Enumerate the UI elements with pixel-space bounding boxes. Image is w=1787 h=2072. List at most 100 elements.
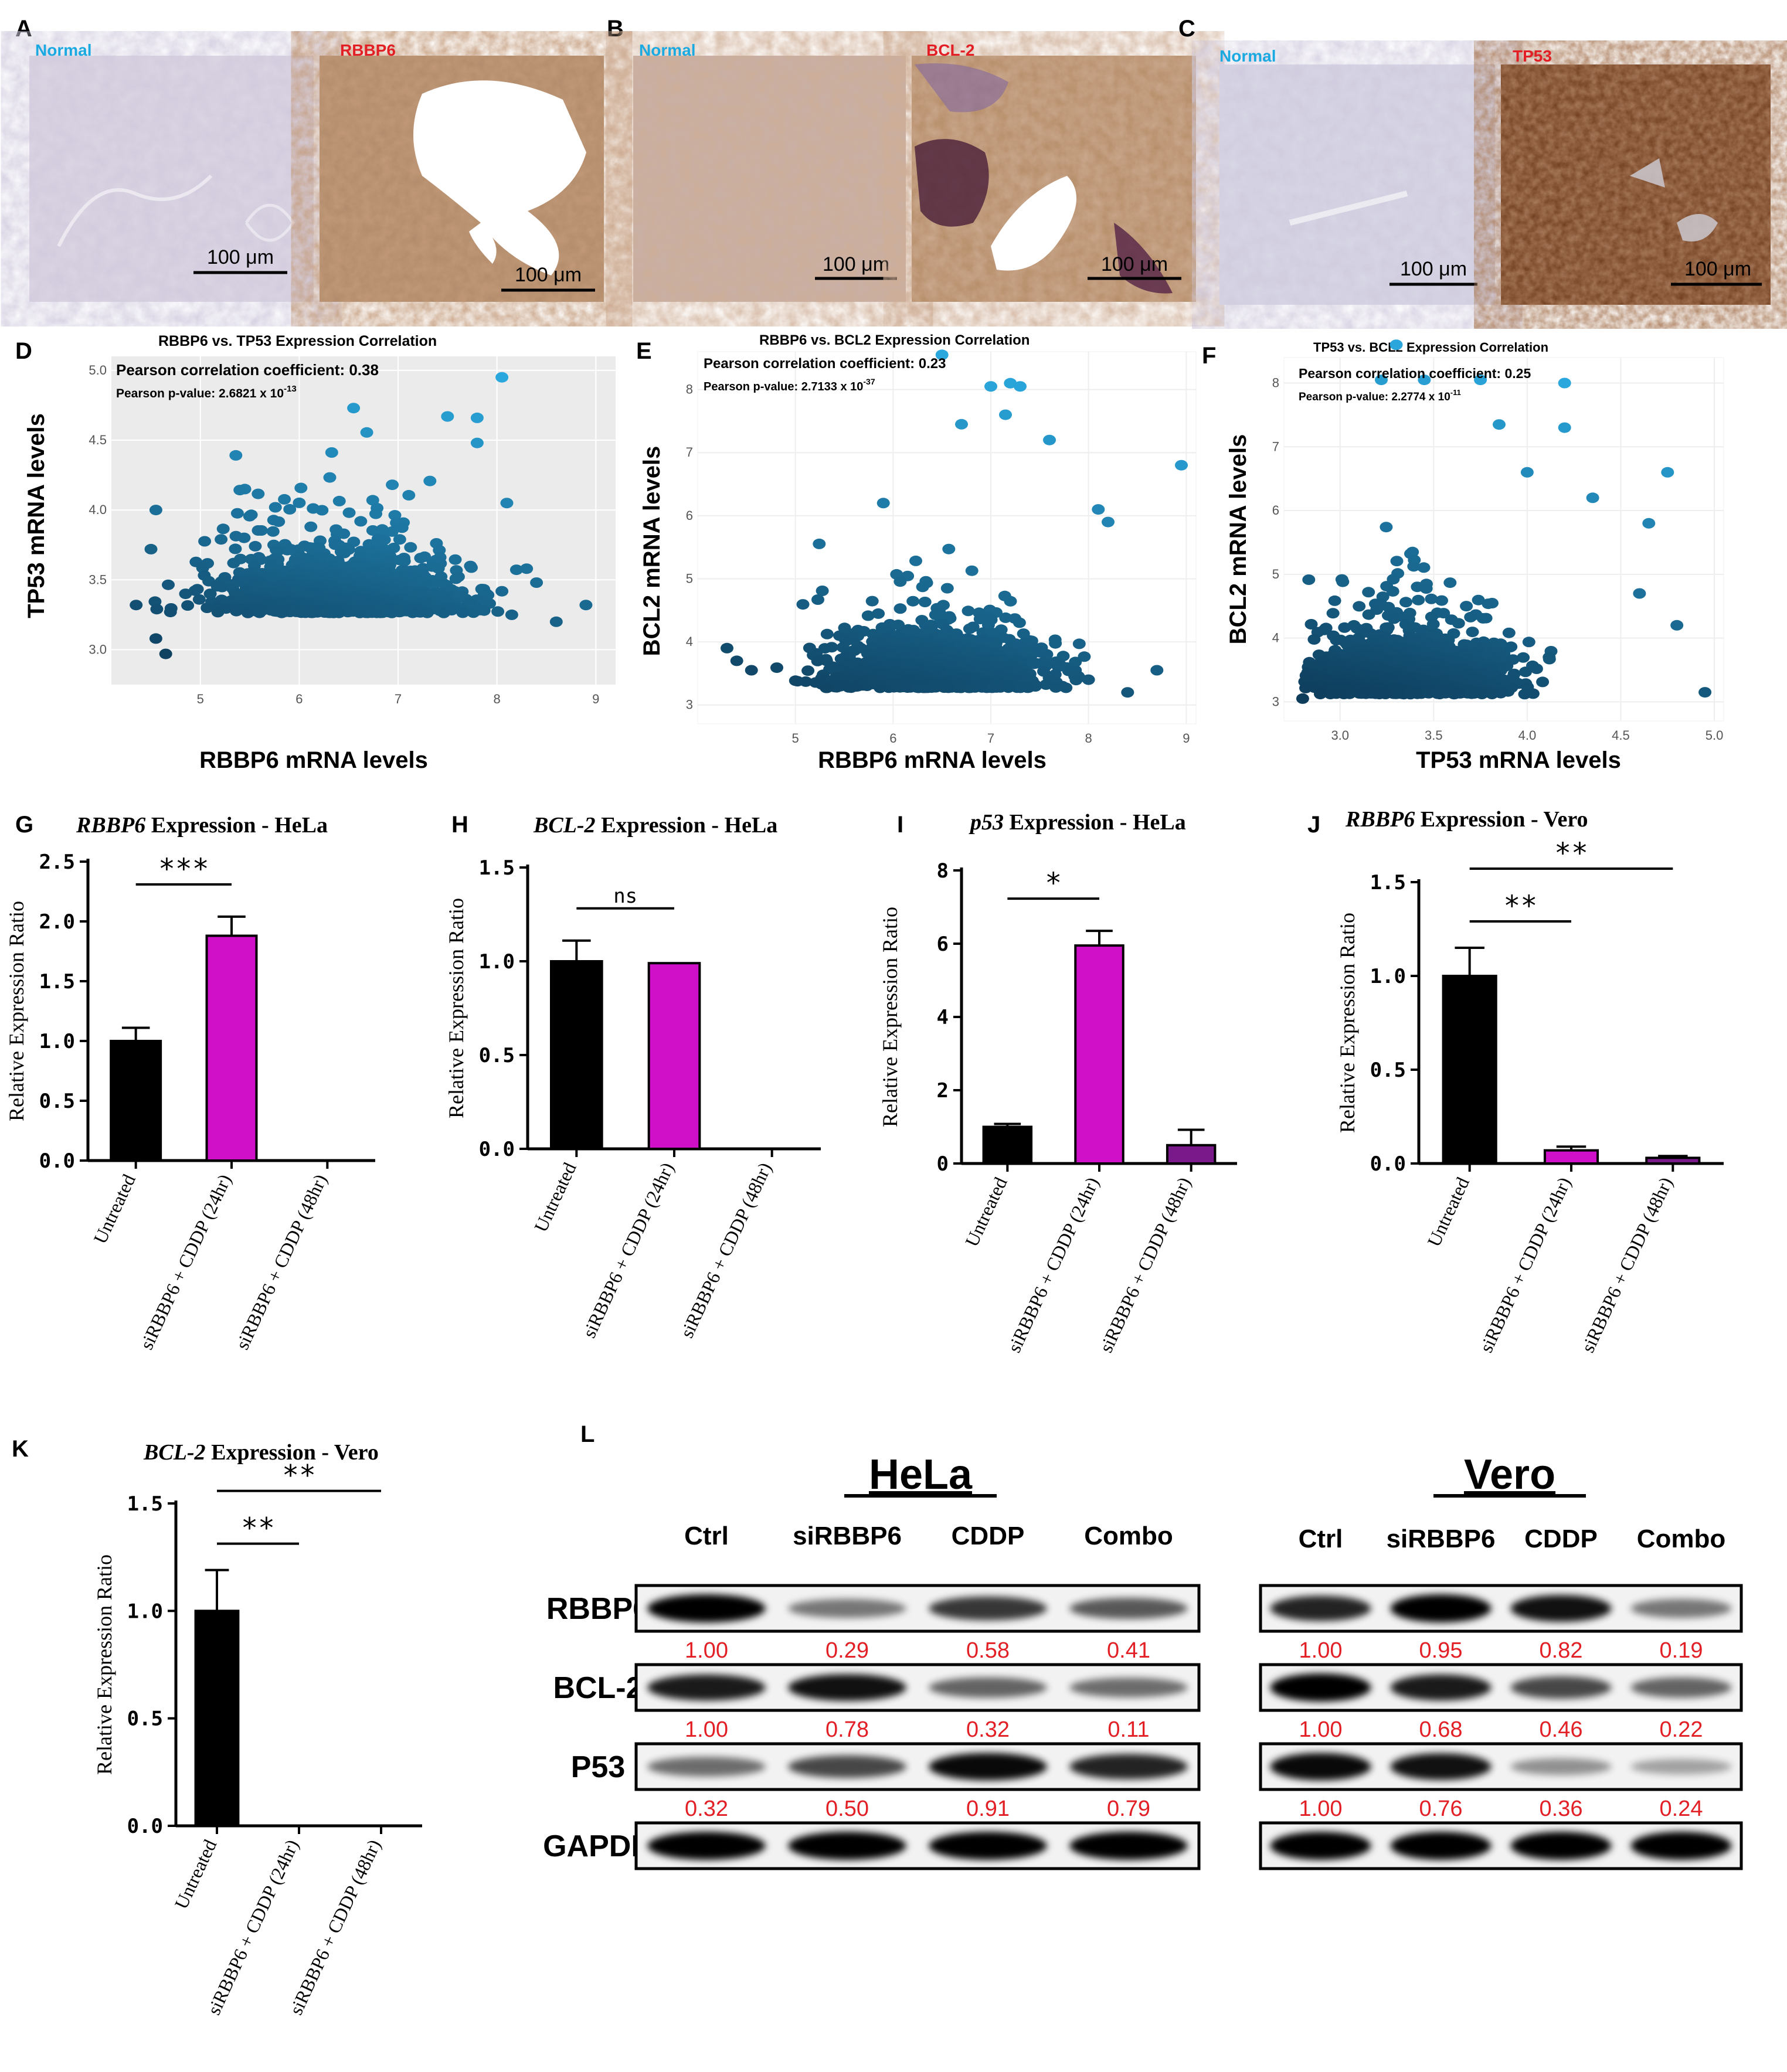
- scatter-point: [745, 665, 758, 676]
- x-category-label: siRBBP6 + CDDP (24hr): [203, 1836, 303, 2018]
- scatter-point: [215, 534, 228, 545]
- scatter-point: [1485, 689, 1499, 699]
- densitometry-value: 0.95: [1419, 1638, 1463, 1663]
- scatter-point: [1121, 687, 1134, 698]
- ihc-normal-image-b: [633, 56, 906, 302]
- bar: [205, 934, 258, 1162]
- scatter-point: [272, 516, 286, 527]
- blot-band: [1390, 1594, 1492, 1622]
- y-tick-label: 0.5: [127, 1707, 163, 1731]
- scatter-point: [1296, 693, 1309, 704]
- scatter-point: [1027, 658, 1041, 669]
- x-category-label: Untreated: [170, 1836, 220, 1913]
- scatter-point: [449, 554, 462, 565]
- bar: [1166, 1144, 1217, 1165]
- scatter-point: [1069, 656, 1082, 668]
- normal-label-c: Normal: [1219, 47, 1276, 65]
- pearson-p-f: Pearson p-value: 2.2774 x 10-11: [1299, 388, 1461, 403]
- blot-band: [929, 1832, 1047, 1860]
- bar: [982, 1125, 1033, 1165]
- scatter-point: [1412, 594, 1425, 605]
- scatter-point: [1543, 654, 1556, 665]
- scatter-point: [1482, 598, 1495, 610]
- scatter-point: [1362, 609, 1375, 620]
- scatter-point: [954, 682, 968, 693]
- scatter-point: [1102, 516, 1115, 528]
- marker-label-bcl2: BCL-2: [926, 41, 974, 59]
- x-tick-label: 6: [295, 692, 303, 706]
- x-category-label: siRBBP6 + CDDP (48hr): [1577, 1174, 1677, 1356]
- scatter-point: [252, 488, 265, 499]
- scatter-point: [1419, 583, 1433, 594]
- scatter-point: [278, 494, 291, 505]
- blot-band: [1390, 1832, 1492, 1860]
- scatter-ylabel-d: TP53 mRNA levels: [23, 413, 49, 618]
- y-tick-label: 0.0: [127, 1815, 163, 1838]
- scatter-point: [437, 607, 450, 618]
- scatter-point: [456, 607, 470, 618]
- densitometry-value: 0.79: [1107, 1797, 1150, 1821]
- scatter-point: [770, 662, 783, 673]
- scatter-point: [366, 525, 379, 536]
- scatter-point: [918, 597, 932, 607]
- y-tick-label: 0.0: [1370, 1152, 1406, 1176]
- x-category-label: Untreated: [530, 1159, 580, 1236]
- y-tick-label: 7: [1272, 439, 1279, 454]
- significance-label: **: [1554, 837, 1588, 870]
- scatter-point: [1465, 688, 1479, 699]
- scatter-point: [149, 505, 162, 516]
- blot-band: [1510, 1758, 1612, 1775]
- bar-title-rest: Expression - Vero: [1415, 807, 1588, 832]
- scatter-point: [1520, 467, 1534, 478]
- scatter-point: [233, 485, 247, 496]
- y-tick-label: 5.0: [89, 363, 107, 377]
- densitometry-value: 0.11: [1107, 1717, 1149, 1742]
- scatter-point: [495, 586, 509, 597]
- scatter-point: [984, 381, 997, 392]
- scale-bar-label-c2: 100 μm: [1684, 258, 1751, 280]
- scatter-point: [393, 534, 406, 545]
- scatter-point: [1522, 637, 1535, 648]
- scatter-point: [973, 614, 987, 625]
- scatter-point: [1328, 595, 1341, 606]
- scatter-point: [386, 479, 399, 491]
- protein-label: P53: [571, 1750, 626, 1784]
- scatter-point: [816, 586, 829, 596]
- pearson-p-e-exp: -37: [863, 377, 875, 386]
- x-tick-label: 8: [494, 692, 501, 706]
- ihc-normal-image-a: [29, 56, 314, 302]
- scatter-point: [874, 682, 887, 693]
- scatter-point: [1175, 460, 1188, 471]
- blot-band: [1630, 1758, 1732, 1775]
- y-tick-label: 0.0: [39, 1149, 75, 1173]
- y-tick-label: 0.5: [479, 1044, 515, 1067]
- scatter-point: [509, 564, 523, 576]
- scatter-point: [366, 495, 379, 506]
- scatter-point: [1425, 593, 1438, 604]
- pearson-coef-f: Pearson correlation coefficient: 0.25: [1299, 366, 1531, 381]
- scatter-point: [211, 607, 225, 618]
- scatter-point: [1326, 608, 1340, 619]
- bar: [1543, 1149, 1599, 1165]
- scale-bar-label-a2: 100 μm: [515, 264, 582, 286]
- densitometry-value: 0.22: [1660, 1717, 1703, 1742]
- blot-band: [647, 1674, 766, 1701]
- x-category-label: siRBBP6 + CDDP (24hr): [1475, 1174, 1575, 1356]
- scatter-point: [1150, 665, 1164, 676]
- scatter-point: [370, 607, 383, 618]
- lane-label: Combo: [1084, 1522, 1173, 1550]
- scatter-point: [230, 508, 244, 519]
- scatter-point: [965, 565, 979, 576]
- scatter-point: [360, 427, 373, 438]
- blot-band: [1069, 1754, 1188, 1780]
- scatter-point: [243, 511, 256, 522]
- scatter-point: [198, 536, 212, 547]
- bar-title: RBBP6 Expression - Vero: [1345, 807, 1588, 832]
- x-tick-label: 5: [197, 692, 204, 706]
- scatter-ylabel-e: BCL2 mRNA levels: [639, 446, 665, 656]
- y-tick-label: 6: [1272, 503, 1279, 518]
- y-tick-label: 4.0: [89, 502, 107, 517]
- x-tick-label: 7: [395, 692, 402, 706]
- blot-band: [788, 1674, 906, 1701]
